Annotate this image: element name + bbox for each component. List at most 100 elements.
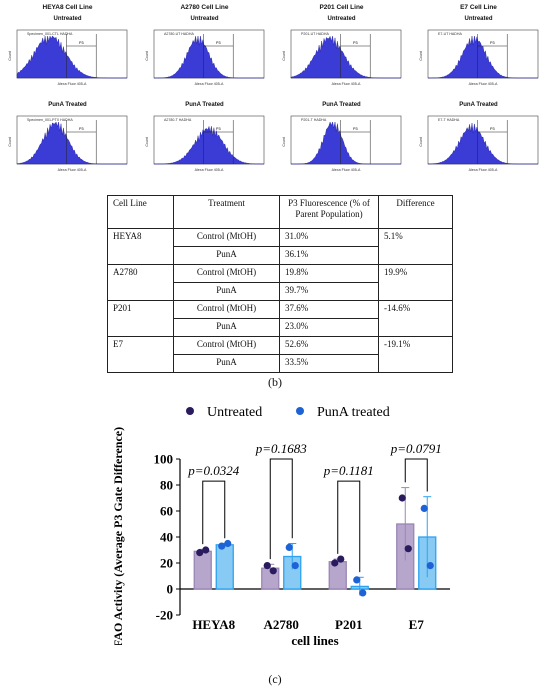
gate-label: P3 [216, 127, 221, 131]
y-tick-label: 0 [167, 582, 174, 597]
p3-value-cell: 23.0% [279, 318, 379, 337]
y-tick-label: 20 [160, 556, 173, 571]
p-value-label: p=0.1683 [255, 441, 308, 456]
table-header-cell: Cell Line [107, 195, 174, 229]
data-point [291, 562, 299, 570]
data-point [218, 542, 226, 550]
y-axis-label: Count [282, 51, 286, 60]
table-row: E7 Control (MtOH) 52.6% -19.1% [107, 336, 453, 373]
histogram-fill [16, 121, 127, 165]
cell-line-cell: HEYA8 [107, 228, 174, 265]
treatment-cell: PunA [173, 354, 280, 373]
y-tick-label: 60 [160, 504, 173, 519]
histogram-fill [428, 35, 538, 79]
data-point [331, 559, 339, 567]
histogram-untreated-plot: A2780-UT HADHA Count Alexa Fluor 405-A P3 [145, 29, 265, 86]
p-value-label: p=0.0324 [187, 463, 240, 478]
cell-line-cell: A2780 [107, 264, 174, 301]
data-point [196, 549, 204, 557]
treated-label: PunA Treated [48, 102, 87, 108]
y-axis-label: Count [419, 51, 423, 60]
data-point [420, 504, 428, 512]
treated-label: PunA Treated [185, 102, 224, 108]
data-point [353, 576, 361, 584]
histogram-untreated-plot: P201-UT HADHA Count Alexa Fluor 405-A P3 [282, 29, 402, 86]
gate-label: P3 [490, 127, 495, 131]
p3-value-cell: 33.5% [279, 354, 379, 373]
p3-value-cell: 37.6% [279, 300, 379, 319]
caption-c: (c) [268, 672, 282, 686]
flow-cytometry-panels: HEYA8 Cell Line Untreated Specimen_001-C… [0, 0, 550, 185]
specimen-label: E7-UT HADHA [438, 32, 462, 36]
p3-value-cell: 39.7% [279, 282, 379, 301]
untreated-label: Untreated [464, 16, 493, 22]
legend-marker [186, 407, 194, 415]
histogram-fill [427, 122, 538, 165]
table-row: P201 Control (MtOH) 37.6% -14.6% [107, 300, 453, 337]
table-header-cell: P3 Fluorescence (% of Parent Population) [279, 195, 379, 229]
legend-marker [296, 407, 304, 415]
untreated-label: Untreated [327, 16, 356, 22]
histogram-untreated-plot: E7-UT HADHA Count Alexa Fluor 405-A P3 [419, 29, 539, 86]
specimen-label: P201-UT HADHA [301, 32, 329, 36]
table-header-row: Cell Line Treatment P3 Fluorescence (% o… [107, 195, 453, 229]
legend-label: Untreated [207, 405, 262, 420]
data-point [202, 546, 210, 554]
table-row: HEYA8 Control (MtOH) 31.0% 5.1% [107, 228, 453, 265]
cell-line-title: P201 Cell Line [319, 4, 364, 11]
x-axis-label: Alexa Fluor 405-A [58, 168, 87, 172]
x-axis-label: Alexa Fluor 405-A [469, 168, 498, 172]
histogram-fill [154, 35, 264, 79]
data-point [269, 567, 277, 575]
data-point [426, 562, 434, 570]
y-axis-label: Count [145, 137, 149, 146]
significance-bracket [337, 480, 361, 573]
y-axis-label: Count [8, 137, 12, 146]
histogram-fill [16, 35, 127, 79]
data-point [263, 562, 271, 570]
histogram-fill [290, 35, 401, 79]
cell-line-title: E7 Cell Line [460, 4, 497, 11]
x-tick-label: E7 [409, 617, 425, 632]
difference-cell: 19.9% [378, 264, 453, 301]
specimen-label: P201-T HADHA [301, 118, 327, 122]
bar [215, 544, 234, 590]
p-value-label: p=0.1181 [323, 463, 374, 478]
y-tick-label: 100 [154, 452, 174, 467]
difference-cell: -14.6% [378, 300, 453, 337]
y-axis-label: Count [282, 137, 286, 146]
cell-line-title: A2780 Cell Line [180, 4, 229, 11]
legend-label: PunA treated [317, 405, 390, 420]
x-axis-label: Alexa Fluor 405-A [58, 82, 87, 86]
significance-bracket [269, 458, 293, 560]
untreated-label: Untreated [53, 16, 82, 22]
specimen-label: A2780-T HADHA [164, 118, 192, 122]
y-tick-label: 80 [160, 478, 173, 493]
p3-value-cell: 52.6% [279, 336, 379, 355]
x-tick-label: A2780 [264, 617, 299, 632]
data-point [285, 543, 293, 551]
treatment-cell: Control (MtOH) [173, 300, 280, 319]
treatment-cell: Control (MtOH) [173, 336, 280, 355]
data-point [398, 494, 406, 502]
bar [328, 561, 347, 590]
treatment-cell: Control (MtOH) [173, 228, 280, 247]
cell-line-cell: E7 [107, 336, 174, 373]
specimen-label: E7-T HADHA [438, 118, 460, 122]
x-tick-label: P201 [335, 617, 362, 632]
data-point [404, 545, 412, 553]
y-tick-label: -20 [156, 608, 173, 623]
gate-label: P3 [353, 41, 358, 45]
y-tick-label: 40 [160, 530, 173, 545]
specimen-label: Specimen_001-PTX HADHA [27, 118, 73, 122]
gate-label: P3 [490, 41, 495, 45]
x-axis-label: Alexa Fluor 405-A [469, 82, 498, 86]
treatment-cell: PunA [173, 318, 280, 337]
x-axis-label: Alexa Fluor 405-A [332, 82, 361, 86]
table-row: A2780 Control (MtOH) 19.8% 19.9% [107, 264, 453, 301]
difference-cell: 5.1% [378, 228, 453, 265]
untreated-label: Untreated [190, 16, 219, 22]
p3-value-cell: 19.8% [279, 264, 379, 283]
data-point [359, 589, 367, 597]
x-axis-label: Alexa Fluor 405-A [195, 82, 224, 86]
